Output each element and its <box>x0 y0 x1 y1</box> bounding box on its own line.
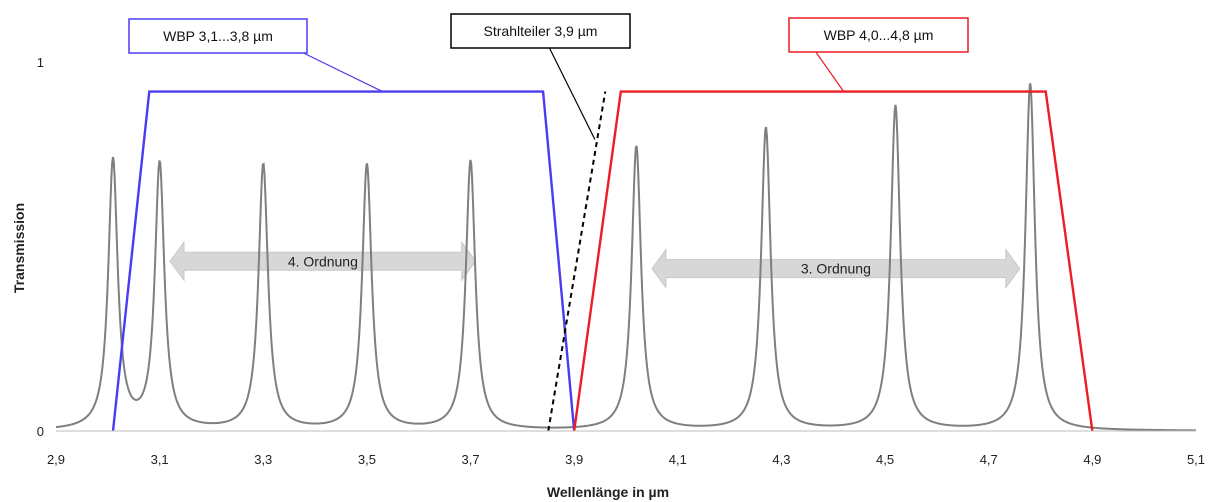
y-tick-labels: 01 <box>37 55 44 439</box>
x-tick-label: 4,1 <box>669 452 687 467</box>
x-axis-title: Wellenlänge in µm <box>547 484 669 500</box>
beamsplitter-line <box>547 91 607 432</box>
transmission-peaks-line <box>55 83 1197 432</box>
x-tick-label: 3,3 <box>254 452 272 467</box>
peak-point-9 <box>1028 82 1032 86</box>
peak-point-3 <box>262 164 265 167</box>
x-tick-label: 3,7 <box>462 452 480 467</box>
peak-series <box>55 82 1197 432</box>
peak-point-6 <box>635 145 638 149</box>
blue-filter-line <box>111 90 576 432</box>
x-tick-label: 3,9 <box>565 452 583 467</box>
wbp1-label-box <box>128 18 308 54</box>
order-arrows: 4. Ordnung 3. Ordnung <box>169 240 1021 290</box>
wbp2-leader-line <box>815 51 845 92</box>
peak-point-5 <box>469 160 472 163</box>
x-tick-label: 3,1 <box>151 452 169 467</box>
y-axis-title: Transmission <box>11 203 27 293</box>
x-tick-label: 4,7 <box>980 452 998 467</box>
peak-point-4 <box>365 164 369 167</box>
order3-label: 3. Ordnung <box>801 261 871 277</box>
strahlteiler-label-box <box>450 13 631 49</box>
x-tick-label: 5,1 <box>1187 452 1205 467</box>
x-tick-label: 4,9 <box>1083 452 1101 467</box>
wbp2-label-box <box>788 17 969 53</box>
x-tick-label: 2,9 <box>47 452 65 467</box>
red-filter-line <box>572 90 1094 432</box>
order4-label: 4. Ordnung <box>288 253 358 269</box>
wbp1-label: WBP 3,1...3,8 µm <box>163 28 273 44</box>
order3-arrow <box>651 248 1021 290</box>
x-tick-label: 3,5 <box>358 452 376 467</box>
y-tick-label: 1 <box>37 55 44 70</box>
strahlteiler-label: Strahlteiler 3,9 µm <box>484 23 598 39</box>
peak-point-7 <box>764 127 768 130</box>
x-tick-labels: 2,9 3,1 3,3 3,5 3,7 3,9 4,1 4,3 4,5 4,7 4,9 5,1 <box>47 452 1205 467</box>
annotations: WBP 3,1...3,8 µm Strahlteiler 3,9 µm WBP 4… <box>128 13 969 140</box>
filter-series <box>111 90 1094 432</box>
peak-point-2 <box>158 164 161 167</box>
x-tick-label: 4,3 <box>772 452 790 467</box>
y-tick-label: 0 <box>37 424 44 439</box>
strahlteiler-leader-line <box>548 47 596 140</box>
peak-point-8 <box>894 105 897 108</box>
wbp1-leader-line <box>303 52 383 93</box>
peak-point-1 <box>111 160 115 163</box>
wbp2-label: WBP 4,0...4,8 µm <box>824 27 934 43</box>
x-tick-label: 4,5 <box>876 452 894 467</box>
